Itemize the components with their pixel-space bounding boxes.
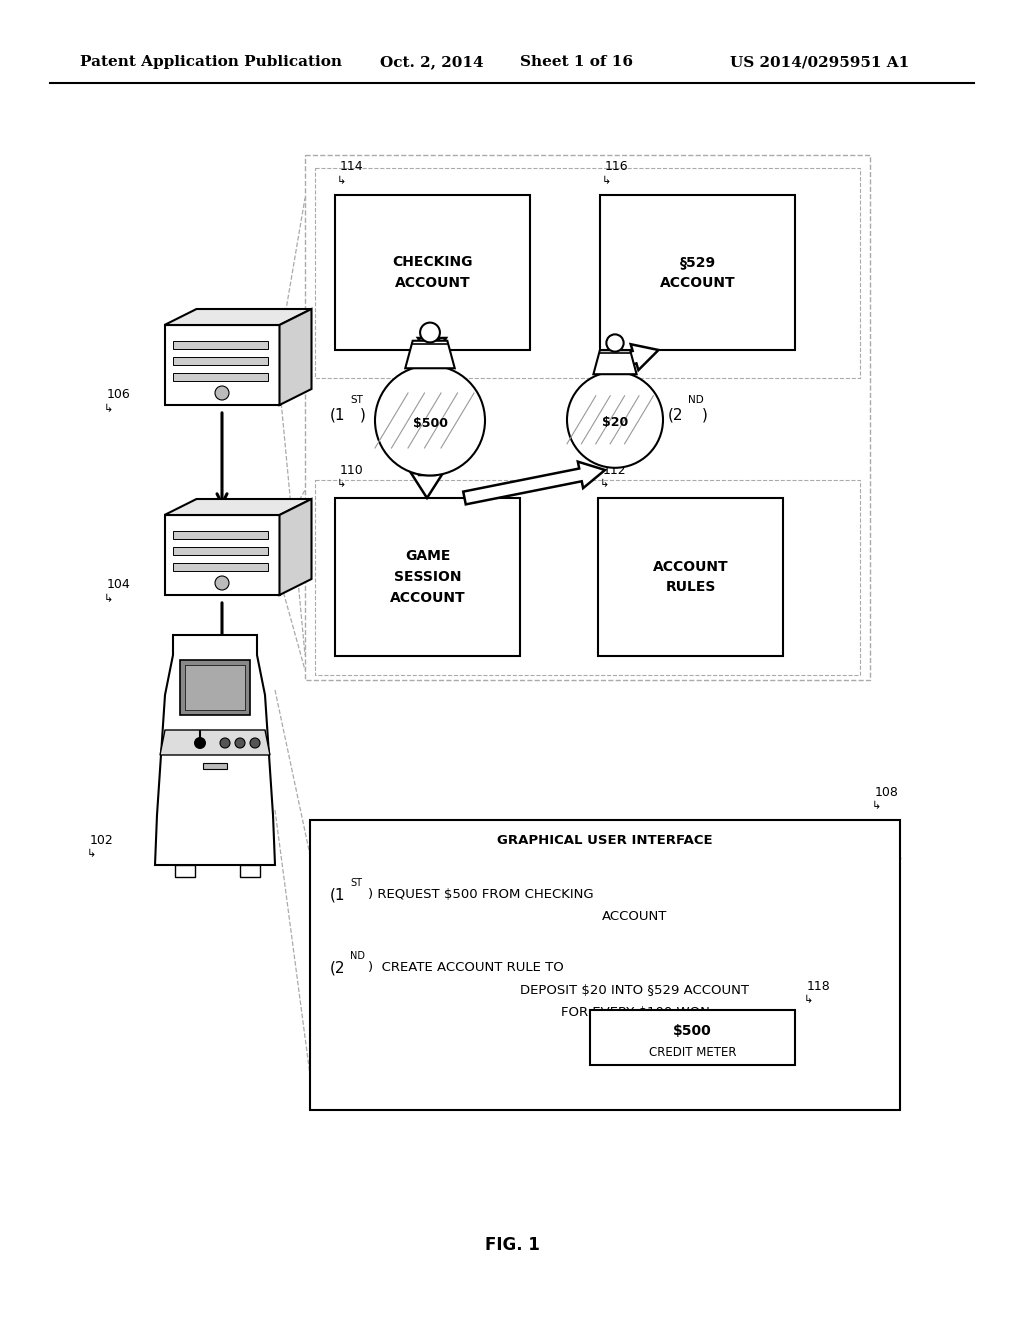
Text: §529
ACCOUNT: §529 ACCOUNT bbox=[659, 255, 735, 290]
Text: ACCOUNT
RULES: ACCOUNT RULES bbox=[652, 560, 728, 594]
Text: (1: (1 bbox=[330, 887, 345, 903]
Bar bbox=[600, 195, 795, 350]
Text: )  CREATE ACCOUNT RULE TO: ) CREATE ACCOUNT RULE TO bbox=[368, 961, 564, 974]
Text: $20: $20 bbox=[602, 416, 628, 429]
Text: ↳: ↳ bbox=[104, 404, 114, 414]
Text: 110: 110 bbox=[340, 463, 364, 477]
Circle shape bbox=[567, 372, 663, 467]
Polygon shape bbox=[418, 338, 446, 360]
Bar bbox=[305, 154, 870, 680]
Polygon shape bbox=[593, 350, 637, 374]
Circle shape bbox=[215, 576, 229, 590]
Text: 112: 112 bbox=[603, 463, 627, 477]
Circle shape bbox=[234, 738, 245, 748]
Text: ↳: ↳ bbox=[337, 176, 346, 186]
Polygon shape bbox=[280, 499, 311, 595]
Polygon shape bbox=[155, 635, 275, 865]
Bar bbox=[172, 546, 267, 554]
Text: CHECKING
ACCOUNT: CHECKING ACCOUNT bbox=[392, 255, 473, 290]
Text: CREDIT METER: CREDIT METER bbox=[649, 1047, 736, 1060]
Text: ST: ST bbox=[350, 395, 362, 405]
Polygon shape bbox=[165, 309, 311, 325]
Text: 114: 114 bbox=[340, 161, 364, 173]
Text: 118: 118 bbox=[807, 979, 830, 993]
Text: US 2014/0295951 A1: US 2014/0295951 A1 bbox=[730, 55, 909, 69]
Polygon shape bbox=[280, 309, 311, 405]
Text: 102: 102 bbox=[90, 833, 114, 846]
Text: Oct. 2, 2014: Oct. 2, 2014 bbox=[380, 55, 483, 69]
Bar bbox=[315, 168, 860, 378]
Bar bbox=[310, 820, 900, 1110]
Text: ↳: ↳ bbox=[87, 849, 96, 859]
Bar bbox=[598, 498, 783, 656]
Bar bbox=[240, 865, 260, 876]
Text: 106: 106 bbox=[106, 388, 131, 401]
Polygon shape bbox=[165, 325, 280, 405]
Bar bbox=[172, 531, 267, 539]
Circle shape bbox=[375, 366, 485, 475]
Text: ↳: ↳ bbox=[337, 479, 346, 488]
Polygon shape bbox=[406, 341, 455, 368]
Text: Patent Application Publication: Patent Application Publication bbox=[80, 55, 342, 69]
Text: $500: $500 bbox=[413, 417, 447, 430]
Text: GAME
SESSION
ACCOUNT: GAME SESSION ACCOUNT bbox=[390, 549, 465, 605]
Circle shape bbox=[194, 737, 206, 748]
Text: ) REQUEST $500 FROM CHECKING: ) REQUEST $500 FROM CHECKING bbox=[368, 888, 594, 902]
Bar bbox=[172, 564, 267, 572]
Text: ↳: ↳ bbox=[602, 176, 611, 186]
Text: 108: 108 bbox=[874, 785, 899, 799]
Text: (2: (2 bbox=[330, 961, 345, 975]
Text: Sheet 1 of 16: Sheet 1 of 16 bbox=[520, 55, 633, 69]
Polygon shape bbox=[411, 473, 443, 498]
Text: FOR EVERY $100 WON: FOR EVERY $100 WON bbox=[560, 1006, 710, 1019]
Circle shape bbox=[215, 385, 229, 400]
Polygon shape bbox=[160, 730, 270, 755]
Bar bbox=[335, 195, 530, 350]
Text: DEPOSIT $20 INTO §529 ACCOUNT: DEPOSIT $20 INTO §529 ACCOUNT bbox=[520, 983, 750, 997]
Bar bbox=[590, 1010, 795, 1065]
Circle shape bbox=[606, 334, 624, 351]
Text: (2: (2 bbox=[668, 408, 683, 422]
Circle shape bbox=[420, 322, 440, 342]
Text: FIG. 1: FIG. 1 bbox=[484, 1236, 540, 1254]
Text: GRAPHICAL USER INTERFACE: GRAPHICAL USER INTERFACE bbox=[498, 833, 713, 846]
Text: ↳: ↳ bbox=[600, 479, 609, 488]
Circle shape bbox=[220, 738, 230, 748]
Polygon shape bbox=[624, 345, 658, 370]
Polygon shape bbox=[463, 462, 605, 504]
Text: 116: 116 bbox=[605, 161, 629, 173]
Text: ND: ND bbox=[350, 950, 365, 961]
Text: ): ) bbox=[360, 408, 366, 422]
Text: ↳: ↳ bbox=[872, 801, 882, 810]
Bar bbox=[315, 480, 860, 675]
Text: ACCOUNT: ACCOUNT bbox=[602, 911, 668, 924]
Text: 104: 104 bbox=[106, 578, 131, 591]
Polygon shape bbox=[165, 515, 280, 595]
Text: (1: (1 bbox=[330, 408, 345, 422]
Bar bbox=[203, 763, 227, 770]
Bar bbox=[185, 665, 245, 710]
Polygon shape bbox=[165, 499, 311, 515]
Bar bbox=[172, 374, 267, 381]
Text: ST: ST bbox=[350, 878, 362, 888]
Bar bbox=[172, 341, 267, 348]
Text: ND: ND bbox=[688, 395, 703, 405]
Text: $500: $500 bbox=[673, 1024, 712, 1038]
Text: ↳: ↳ bbox=[804, 995, 813, 1005]
Text: ↳: ↳ bbox=[104, 594, 114, 605]
Circle shape bbox=[250, 738, 260, 748]
Bar bbox=[172, 356, 267, 366]
Bar bbox=[175, 865, 195, 876]
Bar bbox=[180, 660, 250, 715]
Bar bbox=[335, 498, 520, 656]
Text: ): ) bbox=[702, 408, 708, 422]
